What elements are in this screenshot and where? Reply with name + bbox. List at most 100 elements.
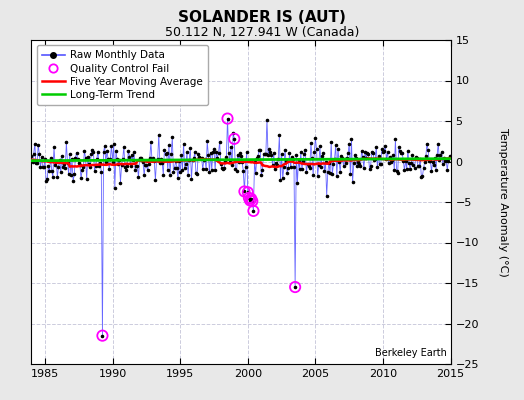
Point <box>433 152 441 158</box>
Point <box>50 144 58 150</box>
Point <box>304 162 313 169</box>
Point <box>100 148 108 155</box>
Point <box>343 155 351 162</box>
Point <box>98 332 106 339</box>
Point <box>36 164 45 171</box>
Point <box>320 168 329 175</box>
Point <box>59 164 67 170</box>
Point <box>380 148 388 154</box>
Point <box>252 170 260 177</box>
Point <box>344 150 352 156</box>
Point <box>249 208 258 214</box>
Point <box>352 154 360 161</box>
Point <box>397 150 405 156</box>
Point <box>276 177 285 183</box>
Point <box>211 167 220 173</box>
Point <box>407 160 416 166</box>
Point <box>236 150 244 156</box>
Point <box>217 165 226 172</box>
Point <box>78 167 86 173</box>
Point <box>223 115 232 122</box>
Point <box>159 172 168 178</box>
Point <box>157 155 165 162</box>
Point <box>334 146 342 152</box>
Point <box>96 160 104 166</box>
Point <box>40 164 48 170</box>
Point <box>289 156 297 162</box>
Point <box>302 169 311 176</box>
Point <box>421 159 429 165</box>
Point <box>92 162 100 169</box>
Point <box>123 163 132 169</box>
Point <box>291 284 299 290</box>
Point <box>384 149 392 156</box>
Point <box>243 149 251 156</box>
Point <box>130 148 138 155</box>
Point <box>443 166 452 173</box>
Point <box>367 148 376 155</box>
Point <box>412 154 421 161</box>
Point <box>206 150 215 156</box>
Point <box>387 159 395 166</box>
Point <box>287 164 295 170</box>
Point <box>145 161 153 167</box>
Point <box>219 166 227 172</box>
Point <box>190 155 198 162</box>
Point <box>417 174 425 180</box>
Point <box>444 158 453 164</box>
Point <box>210 146 218 152</box>
Point <box>255 147 263 154</box>
Point <box>162 150 171 156</box>
Point <box>425 158 433 164</box>
Point <box>307 140 315 146</box>
Point <box>362 155 370 162</box>
Point <box>184 171 192 178</box>
Point <box>232 168 241 174</box>
Point <box>117 161 126 168</box>
Point <box>179 140 188 147</box>
Point <box>230 136 238 142</box>
Point <box>366 162 375 169</box>
Point <box>82 176 91 182</box>
Point <box>209 149 217 155</box>
Point <box>256 147 265 154</box>
Point <box>170 164 179 171</box>
Point <box>98 332 106 339</box>
Point <box>30 141 39 148</box>
Point <box>369 150 377 156</box>
Point <box>312 146 321 152</box>
Point <box>51 162 59 168</box>
Point <box>414 163 422 170</box>
Point <box>225 159 234 165</box>
Point <box>53 174 61 180</box>
Point <box>391 136 400 142</box>
Point <box>73 156 82 162</box>
Point <box>139 159 147 166</box>
Point <box>58 153 66 160</box>
Point <box>52 158 60 165</box>
Point <box>80 148 89 154</box>
Point <box>35 151 43 157</box>
Text: SOLANDER IS (AUT): SOLANDER IS (AUT) <box>178 10 346 25</box>
Point <box>178 166 187 173</box>
Point <box>212 149 221 155</box>
Legend: Raw Monthly Data, Quality Control Fail, Five Year Moving Average, Long-Term Tren: Raw Monthly Data, Quality Control Fail, … <box>37 45 208 105</box>
Point <box>242 164 250 170</box>
Point <box>406 166 414 172</box>
Point <box>272 160 280 166</box>
Point <box>345 141 353 147</box>
Point <box>328 171 336 178</box>
Point <box>399 157 408 164</box>
Point <box>43 175 51 182</box>
Point <box>95 163 103 170</box>
Point <box>237 153 245 159</box>
Point <box>187 176 195 182</box>
Point <box>138 157 146 163</box>
Point <box>440 155 448 161</box>
Point <box>310 148 319 155</box>
Point <box>146 155 154 161</box>
Point <box>381 142 389 149</box>
Point <box>353 163 362 170</box>
Point <box>240 188 248 195</box>
Point <box>308 154 316 161</box>
